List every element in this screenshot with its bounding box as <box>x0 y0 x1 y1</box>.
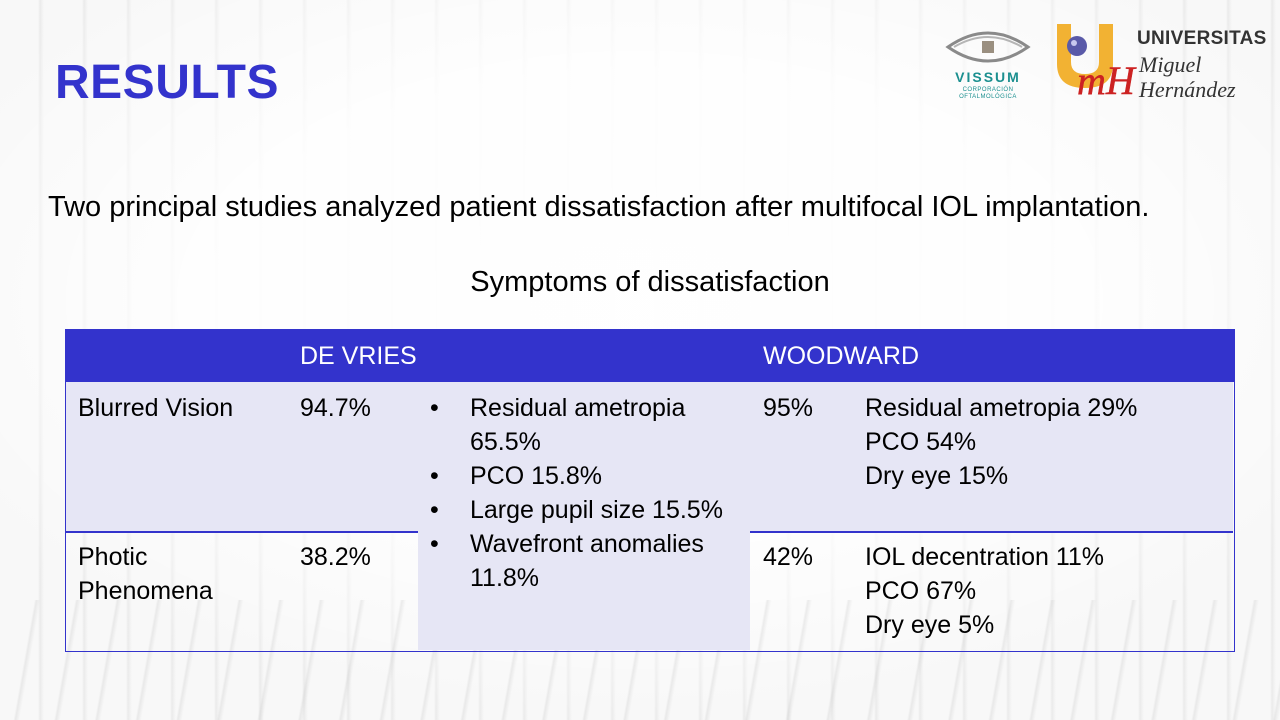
umh-universitas: UNIVERSITAS <box>1137 28 1267 49</box>
list-item: Residual ametropia 65.5% <box>418 391 738 459</box>
table-caption: Symptoms of dissatisfaction <box>470 266 830 298</box>
umh-name: Miguel Hernández <box>1139 52 1236 102</box>
list-item: PCO 15.8% <box>418 459 738 493</box>
eye-icon <box>945 31 1031 63</box>
header-woodward: WOODWARD <box>763 342 919 370</box>
woodward-photic-phenomena-causes: IOL decentration 11% PCO 67% Dry eye 5% <box>865 543 1105 639</box>
umh-logo: mH UNIVERSITAS Miguel Hernández <box>1055 22 1267 108</box>
list-item: Wavefront anomalies 11.8% <box>418 527 738 595</box>
symptoms-table: DE VRIES WOODWARD Blurred Vision 94.7% 9… <box>65 329 1235 652</box>
symptom-photic-phenomena: Photic Phenomena <box>78 543 213 605</box>
devries-blurred-vision-value: 94.7% <box>300 394 371 422</box>
row-divider-left <box>66 531 418 533</box>
devries-photic-phenomena-value: 38.2% <box>300 543 371 571</box>
vissum-subtitle: CORPORACIÓN OFTALMOLÓGICA <box>959 87 1017 100</box>
vissum-logo: VISSUM CORPORACIÓN OFTALMOLÓGICA <box>942 25 1034 105</box>
row-divider-right <box>750 531 1233 533</box>
woodward-blurred-vision-causes: Residual ametropia 29% PCO 54% Dry eye 1… <box>865 394 1138 490</box>
table-header-row: DE VRIES WOODWARD <box>66 330 1234 382</box>
woodward-blurred-vision-value: 95% <box>763 394 814 422</box>
svg-text:mH: mH <box>1077 58 1137 103</box>
devries-causes-list: Residual ametropia 65.5% PCO 15.8% Large… <box>418 391 738 595</box>
header-de-vries: DE VRIES <box>300 342 417 370</box>
vissum-wordmark: VISSUM <box>955 69 1021 85</box>
list-item: Large pupil size 15.5% <box>418 493 738 527</box>
umh-emblem-icon: mH <box>1057 24 1137 103</box>
symptom-blurred-vision: Blurred Vision <box>78 394 234 422</box>
page-title: RESULTS <box>55 56 279 109</box>
intro-paragraph: Two principal studies analyzed patient d… <box>48 191 1150 223</box>
woodward-photic-phenomena-value: 42% <box>763 543 814 571</box>
